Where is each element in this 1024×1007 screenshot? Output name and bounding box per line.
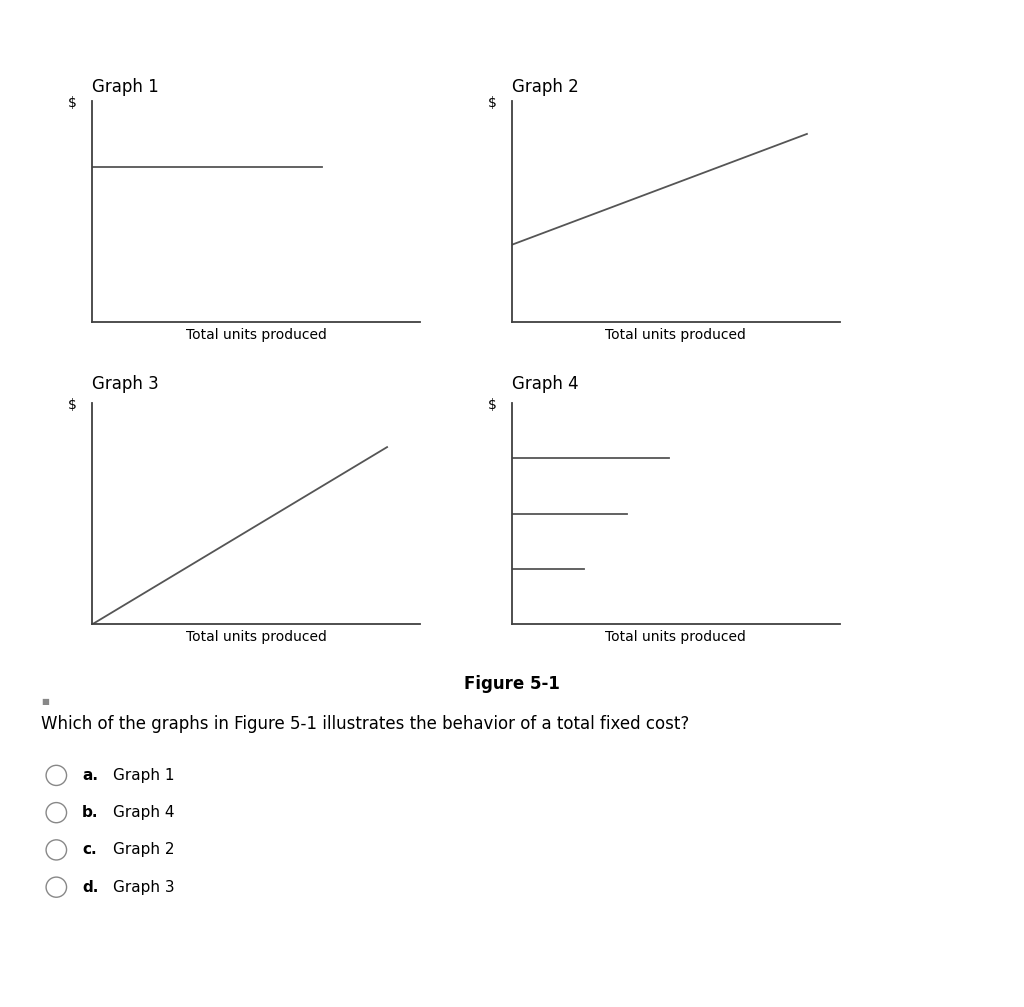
Text: Graph 3: Graph 3: [113, 880, 174, 894]
Y-axis label: $: $: [487, 97, 497, 111]
X-axis label: Total units produced: Total units produced: [605, 328, 746, 341]
Text: Graph 2: Graph 2: [113, 843, 174, 857]
Y-axis label: $: $: [68, 399, 77, 413]
X-axis label: Total units produced: Total units produced: [185, 328, 327, 341]
Text: Graph 4: Graph 4: [113, 806, 174, 820]
Text: Graph 4: Graph 4: [512, 375, 579, 393]
Text: b.: b.: [82, 806, 98, 820]
Text: c.: c.: [82, 843, 96, 857]
Text: a.: a.: [82, 768, 98, 782]
Y-axis label: $: $: [487, 399, 497, 413]
X-axis label: Total units produced: Total units produced: [605, 630, 746, 643]
Text: Figure 5-1: Figure 5-1: [464, 675, 560, 693]
Text: Which of the graphs in Figure 5-1 illustrates the behavior of a total fixed cost: Which of the graphs in Figure 5-1 illust…: [41, 715, 689, 733]
X-axis label: Total units produced: Total units produced: [185, 630, 327, 643]
Y-axis label: $: $: [68, 97, 77, 111]
Text: ■: ■: [41, 697, 49, 706]
Text: Graph 3: Graph 3: [92, 375, 159, 393]
Text: Graph 1: Graph 1: [92, 78, 159, 96]
Text: Graph 2: Graph 2: [512, 78, 579, 96]
Text: d.: d.: [82, 880, 98, 894]
Text: Graph 1: Graph 1: [113, 768, 174, 782]
